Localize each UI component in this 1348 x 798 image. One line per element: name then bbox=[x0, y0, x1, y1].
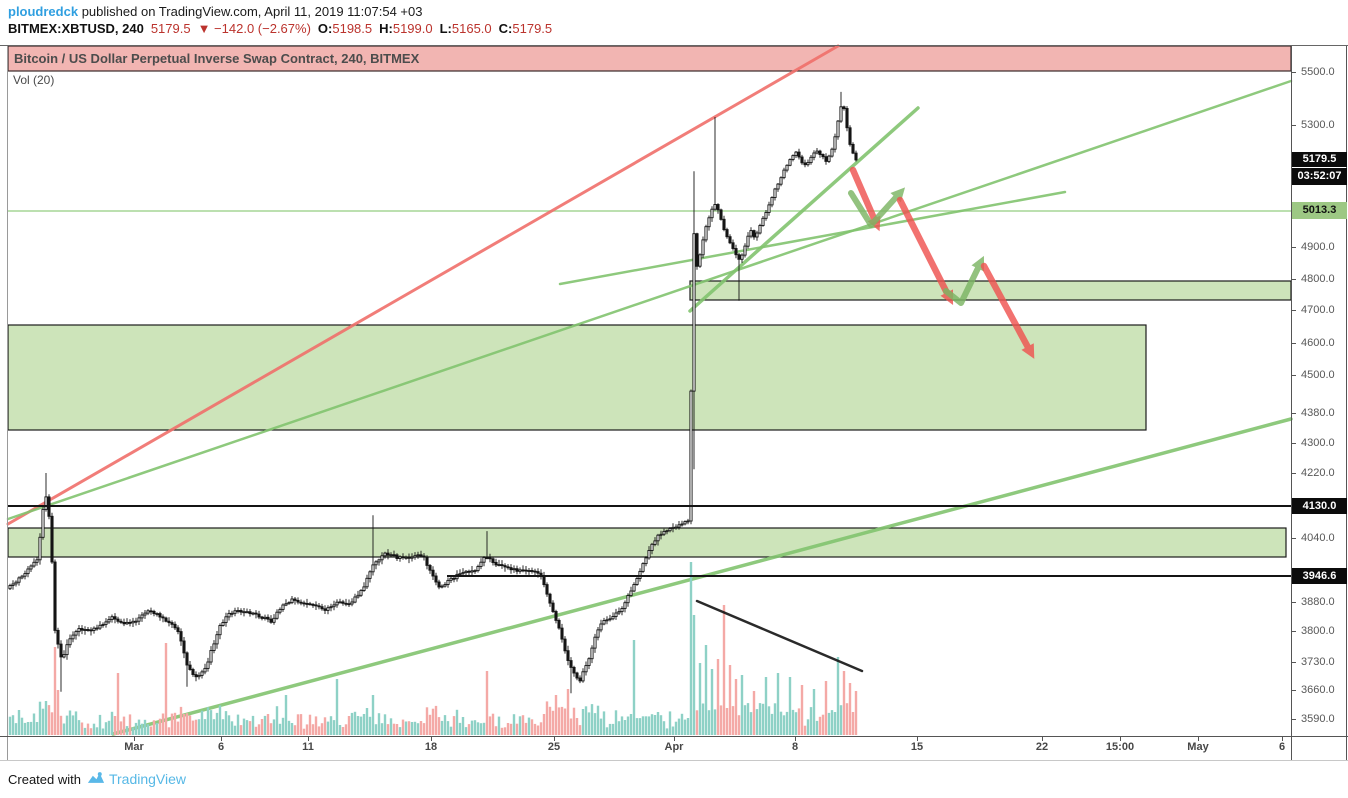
price-axis-tick bbox=[1291, 247, 1296, 248]
time-axis-bottom-border bbox=[0, 760, 1348, 761]
time-axis-tick bbox=[1198, 736, 1199, 741]
price-axis-label: 4380.0 bbox=[1301, 407, 1335, 419]
chart-left-border bbox=[7, 46, 8, 760]
close-label: C: bbox=[498, 21, 513, 36]
time-axis-tick bbox=[1282, 736, 1283, 741]
price-axis-tick bbox=[1291, 662, 1296, 663]
publish-info: ploudredck published on TradingView.com,… bbox=[8, 4, 422, 19]
level-lines-layer[interactable] bbox=[8, 505, 1291, 673]
price-axis-tick bbox=[1291, 473, 1296, 474]
price-axis-label: 4800.0 bbox=[1301, 273, 1335, 285]
change-text: ▼ −142.0 (−2.67%) bbox=[197, 21, 311, 36]
time-axis-label: 22 bbox=[1035, 741, 1049, 753]
price-axis-separator[interactable] bbox=[1291, 46, 1292, 760]
price-axis-label: 3590.0 bbox=[1301, 713, 1335, 725]
price-axis-label: 4900.0 bbox=[1301, 241, 1335, 253]
price-axis-label: 3730.0 bbox=[1301, 656, 1335, 668]
price-axis-tick bbox=[1291, 631, 1296, 632]
price-axis-label: 5500.0 bbox=[1301, 66, 1335, 78]
time-axis-label: May bbox=[1187, 741, 1209, 753]
price-axis-label: 4220.0 bbox=[1301, 467, 1335, 479]
price-axis-tick bbox=[1291, 375, 1296, 376]
arrows-layer[interactable] bbox=[848, 166, 1035, 359]
price-axis-tick bbox=[1291, 310, 1296, 311]
username-link[interactable]: ploudredck bbox=[8, 4, 79, 19]
price-axis-label: 4040.0 bbox=[1301, 532, 1335, 544]
price-axis-tick bbox=[1291, 602, 1296, 603]
tradingview-logo-icon[interactable] bbox=[87, 770, 105, 788]
price-axis-label: 3660.0 bbox=[1301, 684, 1335, 696]
low-value: 5165.0 bbox=[451, 21, 492, 36]
open-label: O: bbox=[317, 21, 333, 36]
time-axis-label: 11 bbox=[302, 741, 314, 753]
price-axis-label: 4500.0 bbox=[1301, 369, 1335, 381]
low-label: L: bbox=[439, 21, 452, 36]
price-axis-label: 4600.0 bbox=[1301, 337, 1335, 349]
time-axis-label: Mar bbox=[124, 741, 144, 753]
time-axis-label: 6 bbox=[217, 741, 225, 753]
tradingview-brand-link[interactable]: TradingView bbox=[108, 771, 187, 787]
price-axis-tick bbox=[1291, 72, 1296, 73]
price-axis-label: 4300.0 bbox=[1301, 437, 1335, 449]
chart-title: Bitcoin / US Dollar Perpetual Inverse Sw… bbox=[14, 51, 420, 66]
price-axis-tick bbox=[1291, 343, 1296, 344]
publish-text: published on TradingView.com, April 11, … bbox=[78, 4, 423, 19]
symbol-label[interactable]: BITMEX:XBTUSD, 240 bbox=[8, 21, 144, 36]
time-axis-label: 15:00 bbox=[1105, 741, 1135, 753]
zones-layer bbox=[7, 45, 1292, 558]
price-axis-tick bbox=[1291, 690, 1296, 691]
high-label: H: bbox=[379, 21, 393, 36]
price-axis-tick bbox=[1291, 538, 1296, 539]
level-3946-badge: 3946.6 bbox=[1292, 568, 1347, 584]
symbol-ohlc-row: BITMEX:XBTUSD, 240 5179.5 ▼ −142.0 (−2.67%… bbox=[8, 21, 552, 36]
price-axis-label: 5300.0 bbox=[1301, 119, 1335, 131]
countdown-badge: 03:52:07 bbox=[1292, 168, 1347, 185]
high-value: 5199.0 bbox=[392, 21, 433, 36]
price-axis-tick bbox=[1291, 413, 1296, 414]
price-axis-tick bbox=[1291, 279, 1296, 280]
price-axis-tick bbox=[1291, 443, 1296, 444]
time-axis-label: 18 bbox=[424, 741, 438, 753]
time-axis-label: 8 bbox=[791, 741, 799, 753]
created-with-text: Created with bbox=[8, 771, 81, 787]
price-axis-tick bbox=[1291, 125, 1296, 126]
volume-indicator-label[interactable]: Vol (20) bbox=[13, 73, 55, 87]
time-axis-tick bbox=[917, 736, 918, 741]
time-axis-tick bbox=[431, 736, 432, 741]
time-axis-tick bbox=[1120, 736, 1121, 741]
time-axis-label: 25 bbox=[547, 741, 561, 753]
time-axis-tick bbox=[795, 736, 796, 741]
chart-right-border bbox=[1346, 46, 1347, 760]
time-axis-tick bbox=[1042, 736, 1043, 741]
last-price-text: 5179.5 bbox=[150, 21, 191, 36]
time-axis-tick bbox=[554, 736, 555, 741]
time-axis-tick bbox=[674, 736, 675, 741]
level-5013-badge: 5013.3 bbox=[1292, 202, 1347, 219]
time-axis-label: 6 bbox=[1278, 741, 1286, 753]
time-axis-label: 15 bbox=[910, 741, 924, 753]
price-axis-label: 4700.0 bbox=[1301, 304, 1335, 316]
chart-top-border bbox=[0, 45, 1348, 46]
price-axis-label: 3880.0 bbox=[1301, 596, 1335, 608]
time-axis-label: Apr bbox=[664, 741, 684, 753]
close-value: 5179.5 bbox=[512, 21, 553, 36]
footer-attribution: Created with TradingView bbox=[8, 770, 186, 788]
last-price-badge: 5179.5 bbox=[1292, 152, 1347, 167]
time-axis-tick bbox=[308, 736, 309, 741]
price-axis-label: 3800.0 bbox=[1301, 625, 1335, 637]
candles-layer bbox=[8, 91, 858, 694]
time-axis-tick bbox=[221, 736, 222, 741]
volume-layer bbox=[8, 562, 858, 735]
level-4130-badge: 4130.0 bbox=[1292, 498, 1347, 514]
open-value: 5198.5 bbox=[332, 21, 373, 36]
price-axis-tick bbox=[1291, 719, 1296, 720]
time-axis-tick bbox=[134, 736, 135, 741]
